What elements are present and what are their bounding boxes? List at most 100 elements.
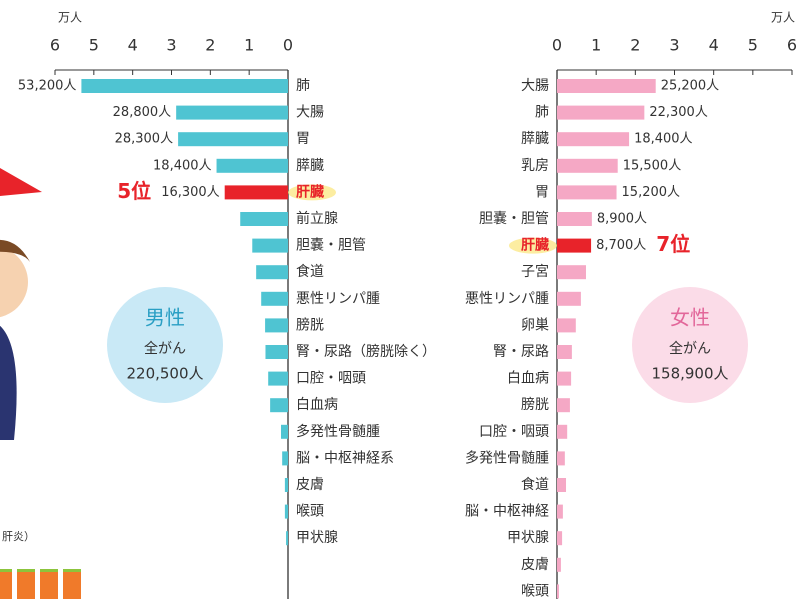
bar <box>285 478 288 492</box>
value-label: 25,200人 <box>661 79 720 94</box>
value-label: 16,300人 <box>161 185 220 200</box>
category-label: 口腔・咽頭 <box>479 424 549 440</box>
category-label: 胆嚢・胆管 <box>296 238 366 254</box>
bar <box>557 478 566 492</box>
bar <box>265 318 288 332</box>
x-tick-label: 4 <box>128 36 138 55</box>
x-tick-label: 5 <box>748 36 758 55</box>
bar <box>557 159 618 173</box>
value-label: 28,800人 <box>113 105 172 120</box>
category-label: 膵臓 <box>521 131 549 147</box>
x-tick-label: 3 <box>669 36 679 55</box>
megaphone <box>0 168 42 196</box>
category-label: 胃 <box>296 131 310 147</box>
bar <box>252 239 288 253</box>
x-tick-label: 6 <box>50 36 60 55</box>
category-label: 喉頭 <box>521 583 549 599</box>
rank-label: 5位 <box>117 179 151 203</box>
unit-label: 万人 <box>58 11 82 25</box>
illustration: 肝炎） <box>0 168 81 599</box>
category-label: 喉頭 <box>296 504 324 520</box>
bar <box>557 372 571 386</box>
category-label: 白血病 <box>507 371 549 387</box>
bar <box>557 132 629 146</box>
category-label: 食道 <box>521 476 549 493</box>
bar <box>557 451 565 465</box>
category-label: 脳・中枢神経 <box>465 504 549 520</box>
bar <box>557 79 656 93</box>
value-label: 15,500人 <box>623 158 682 173</box>
circle-title: 男性 <box>145 306 185 330</box>
bar <box>557 106 644 120</box>
category-label: 肺 <box>296 78 310 94</box>
bar <box>217 159 288 173</box>
bar <box>557 425 567 439</box>
category-label: 胃 <box>535 184 549 200</box>
category-label: 膀胱 <box>296 316 324 333</box>
bar <box>557 558 561 572</box>
category-label: 腎・尿路（膀胱除く） <box>296 343 436 360</box>
body <box>0 320 17 440</box>
bar <box>557 584 559 598</box>
value-label: 28,300人 <box>115 132 174 147</box>
infographic: 肝炎） 男性全がん220,500人万人6543210肺53,200人大腸28,8… <box>0 0 801 599</box>
bar <box>225 185 288 199</box>
bar <box>557 505 563 519</box>
bar <box>557 318 576 332</box>
value-label: 15,200人 <box>622 185 681 200</box>
bar <box>270 398 288 412</box>
value-label: 8,700人 <box>596 238 646 253</box>
bar <box>557 292 581 306</box>
category-label: 肝臓 <box>521 237 549 254</box>
bar <box>286 531 288 545</box>
x-tick-label: 0 <box>283 36 293 55</box>
bar <box>281 425 288 439</box>
category-label: 大腸 <box>296 105 324 121</box>
category-label: 皮膚 <box>521 557 549 573</box>
x-tick-label: 1 <box>591 36 601 55</box>
category-label: 膀胱 <box>521 396 549 413</box>
category-label: 乳房 <box>521 158 549 174</box>
circle-title: 女性 <box>670 306 710 330</box>
bar <box>557 398 570 412</box>
bar <box>256 265 288 279</box>
category-label: 前立腺 <box>296 210 338 227</box>
bar <box>557 345 572 359</box>
category-label: 腎・尿路 <box>493 344 549 360</box>
blocks <box>0 569 81 599</box>
category-label: 甲状腺 <box>507 530 549 546</box>
circle-total: 220,500人 <box>126 365 203 383</box>
bar <box>557 185 617 199</box>
bar <box>268 372 288 386</box>
bar <box>282 451 288 465</box>
circle-subtitle: 全がん <box>669 340 711 357</box>
bar <box>557 265 586 279</box>
unit-label: 万人 <box>771 11 795 25</box>
category-label: 悪性リンパ腫 <box>296 291 380 307</box>
caption: 肝炎） <box>2 530 35 543</box>
category-label: 口腔・咽頭 <box>296 371 366 387</box>
face <box>0 246 28 318</box>
bar <box>240 212 288 226</box>
bar <box>178 132 288 146</box>
x-tick-label: 6 <box>787 36 797 55</box>
bar <box>557 531 562 545</box>
value-label: 22,300人 <box>649 105 708 120</box>
bar <box>265 345 288 359</box>
bar <box>261 292 288 306</box>
category-label: 肝臓 <box>296 183 324 200</box>
category-label: 白血病 <box>296 397 338 413</box>
rank-label: 7位 <box>656 232 690 256</box>
bar <box>557 239 591 253</box>
value-label: 53,200人 <box>18 79 77 94</box>
x-tick-label: 1 <box>244 36 254 55</box>
circle-subtitle: 全がん <box>144 340 186 357</box>
category-label: 多発性骨髄腫 <box>465 449 549 466</box>
category-label: 悪性リンパ腫 <box>465 291 549 307</box>
x-tick-label: 4 <box>709 36 719 55</box>
category-label: 膵臓 <box>296 158 324 174</box>
value-label: 8,900人 <box>597 212 647 227</box>
x-tick-label: 5 <box>89 36 99 55</box>
category-label: 食道 <box>296 263 324 280</box>
bar <box>176 106 288 120</box>
